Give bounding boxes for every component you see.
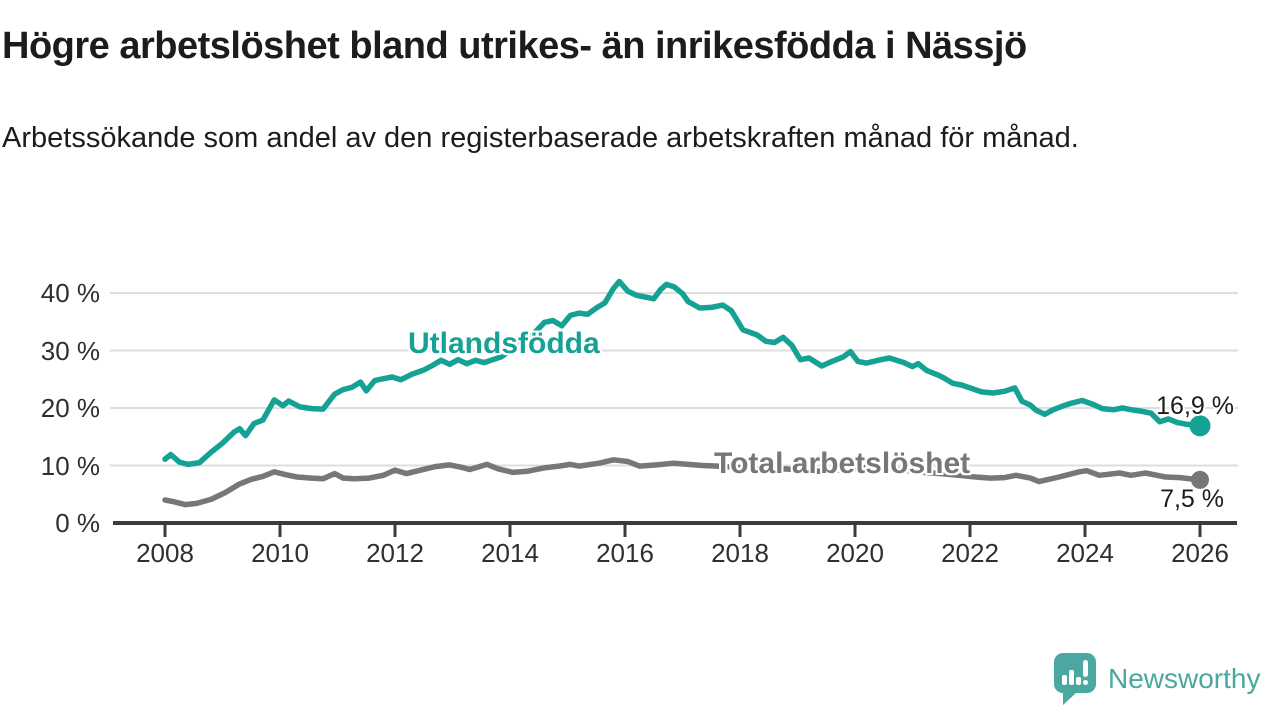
end-value-label-total-arbetsloshet: 7,5 % <box>1160 485 1224 513</box>
x-axis-label-2024: 2024 <box>1056 538 1114 568</box>
x-axis-label-2014: 2014 <box>481 538 539 568</box>
speech-bubble-shape <box>1054 653 1096 705</box>
series-end-dot-utlandsfodda <box>1189 415 1211 437</box>
x-axis-label-2010: 2010 <box>251 538 309 568</box>
exclamation-bar <box>1083 660 1088 677</box>
speech-bubble-bar-chart-icon <box>1054 653 1096 705</box>
x-axis-label-2020: 2020 <box>826 538 884 568</box>
x-axis-label-2026: 2026 <box>1171 538 1229 568</box>
y-axis-label-10: 10 % <box>40 450 100 481</box>
exclamation-dot <box>1083 680 1088 685</box>
page-title: Högre arbetslöshet bland utrikes- än inr… <box>2 25 1027 67</box>
y-axis-label-0: 0 % <box>55 508 100 538</box>
bar-2 <box>1069 670 1074 685</box>
newsworthy-logo-text: Newsworthy <box>1108 663 1261 694</box>
series-line-utlandsfodda <box>162 278 1203 468</box>
y-axis-label-20: 20 % <box>40 393 100 423</box>
bar-3 <box>1076 677 1081 685</box>
newsworthy-logo: Newsworthy <box>1052 650 1260 708</box>
x-axis-label-2012: 2012 <box>366 538 424 568</box>
x-axis-label-2018: 2018 <box>711 538 769 568</box>
y-axis-label-40: 40 % <box>40 278 100 308</box>
x-axis-label-2008: 2008 <box>136 538 194 568</box>
x-axis-label-2022: 2022 <box>941 538 999 568</box>
series-label-utlandsfodda: Utlandsfödda <box>408 327 600 360</box>
bar-1 <box>1062 675 1067 685</box>
series-line-total-arbetsloshet <box>162 457 1203 508</box>
y-axis-label-30: 30 % <box>40 335 100 366</box>
page-subtitle: Arbetssökande som andel av den registerb… <box>2 122 1079 154</box>
x-axis-label-2016: 2016 <box>596 538 654 568</box>
series-end-dot-total-arbetsloshet <box>1191 470 1209 489</box>
series-label-total-arbetsloshet: Total arbetslöshet <box>714 447 971 480</box>
end-value-label-utlandsfodda: 16,9 % <box>1156 392 1234 420</box>
